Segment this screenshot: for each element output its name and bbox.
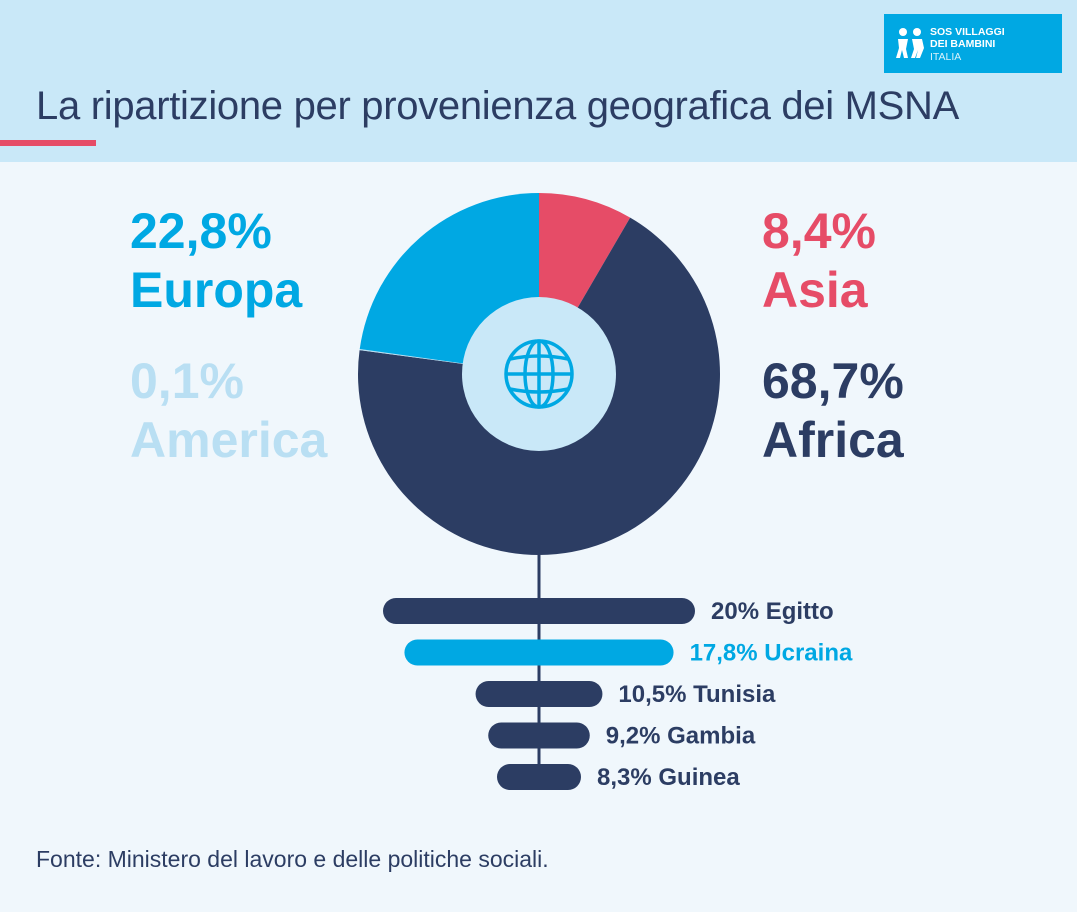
bar-label-gambia: 9,2% Gambia <box>606 723 756 750</box>
region-label-america: 0,1% America <box>130 356 327 465</box>
region-name-america: America <box>130 412 328 468</box>
region-pct-africa: 68,7% <box>762 353 904 409</box>
globe-icon <box>504 339 574 409</box>
bar-label-egitto: 20% Egitto <box>711 598 834 625</box>
bar-egitto <box>383 598 695 624</box>
region-name-africa: Africa <box>762 412 904 468</box>
region-name-asia: Asia <box>762 262 868 318</box>
bar-chart: 20% Egitto 17,8% Ucraina 10,5% Tunisia 9,2%… <box>383 598 853 791</box>
region-label-asia: 8,4% Asia <box>762 206 876 315</box>
region-pct-europa: 22,8% <box>130 203 272 259</box>
bar-ucraina <box>404 639 674 666</box>
logo-line-3: ITALIA <box>930 51 962 63</box>
logo-line-2: DEI BAMBINI <box>930 38 996 50</box>
region-name-europa: Europa <box>130 262 303 318</box>
region-label-europa: 22,8% Europa <box>130 206 302 315</box>
bar-guinea <box>497 764 581 790</box>
region-pct-asia: 8,4% <box>762 203 876 259</box>
region-label-africa: 68,7% Africa <box>762 356 904 465</box>
title-accent-line <box>0 140 96 146</box>
sos-logo: SOS VILLAGGI DEI BAMBINI ITALIA <box>884 14 1062 73</box>
logo-line-1: SOS VILLAGGI <box>930 26 1005 38</box>
bar-label-guinea: 8,3% Guinea <box>597 764 740 791</box>
region-pct-america: 0,1% <box>130 353 244 409</box>
bar-tunisia <box>475 681 603 707</box>
bar-label-tunisia: 10,5% Tunisia <box>618 681 776 708</box>
bar-gambia <box>488 722 590 749</box>
bar-label-ucraina: 17,8% Ucraina <box>690 640 853 667</box>
sos-children-icon <box>896 28 924 58</box>
page-title: La ripartizione per provenienza geografi… <box>36 84 960 128</box>
source-note: Fonte: Ministero del lavoro e delle poli… <box>36 846 549 872</box>
